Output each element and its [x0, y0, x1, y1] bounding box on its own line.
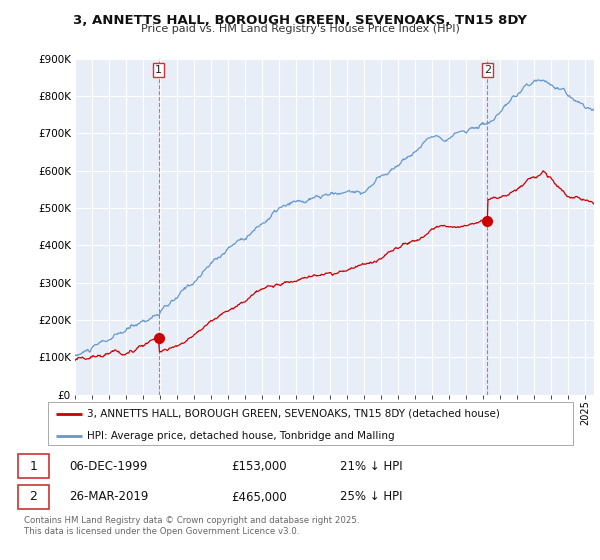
Text: 2: 2 — [29, 491, 37, 503]
Text: HPI: Average price, detached house, Tonbridge and Malling: HPI: Average price, detached house, Tonb… — [88, 431, 395, 441]
Text: £465,000: £465,000 — [231, 491, 287, 503]
FancyBboxPatch shape — [18, 455, 49, 478]
Text: 3, ANNETTS HALL, BOROUGH GREEN, SEVENOAKS, TN15 8DY (detached house): 3, ANNETTS HALL, BOROUGH GREEN, SEVENOAK… — [88, 409, 500, 419]
FancyBboxPatch shape — [18, 486, 49, 508]
Text: 1: 1 — [29, 460, 37, 473]
Text: 1: 1 — [155, 65, 162, 75]
Text: 2: 2 — [484, 65, 491, 75]
Text: 3, ANNETTS HALL, BOROUGH GREEN, SEVENOAKS, TN15 8DY: 3, ANNETTS HALL, BOROUGH GREEN, SEVENOAK… — [73, 14, 527, 27]
Text: 25% ↓ HPI: 25% ↓ HPI — [340, 491, 403, 503]
Text: Price paid vs. HM Land Registry's House Price Index (HPI): Price paid vs. HM Land Registry's House … — [140, 24, 460, 34]
Text: 21% ↓ HPI: 21% ↓ HPI — [340, 460, 403, 473]
Text: Contains HM Land Registry data © Crown copyright and database right 2025.
This d: Contains HM Land Registry data © Crown c… — [24, 516, 359, 536]
Text: 06-DEC-1999: 06-DEC-1999 — [70, 460, 148, 473]
Text: 26-MAR-2019: 26-MAR-2019 — [70, 491, 149, 503]
Text: £153,000: £153,000 — [231, 460, 287, 473]
